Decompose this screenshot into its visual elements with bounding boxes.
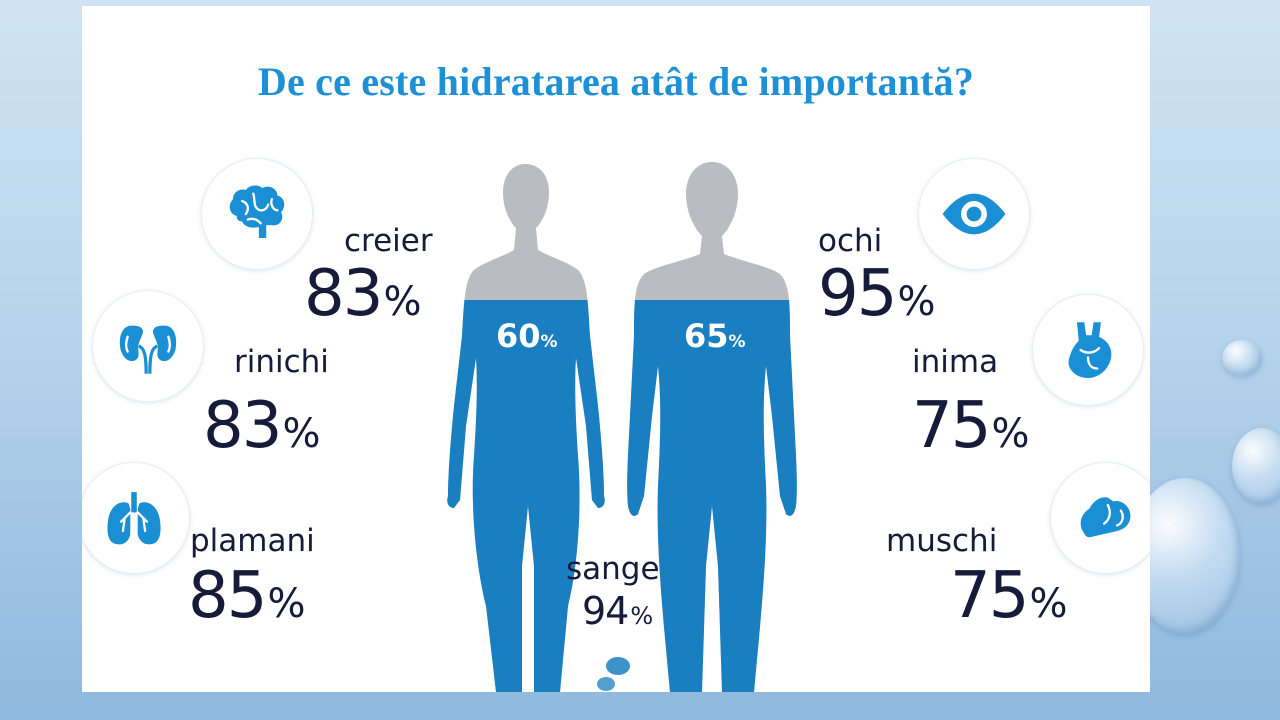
heart-icon — [1068, 322, 1112, 379]
heart-icon-circle — [1032, 294, 1144, 406]
rinichi-label: rinichi — [234, 344, 329, 380]
male-water-percent: 65% — [684, 317, 746, 355]
muscle-icon — [1080, 497, 1131, 538]
body-silhouettes — [447, 162, 797, 692]
rinichi-percent: 83% — [203, 389, 321, 463]
plamani-percent: 85% — [188, 559, 306, 633]
creier-label: creier — [344, 223, 433, 259]
eye-icon — [942, 193, 1006, 235]
ochi-percent: 95% — [818, 257, 936, 331]
plamani-label: plamani — [190, 523, 315, 559]
creier-percent: 83% — [304, 257, 422, 331]
sange-label: sange — [566, 551, 660, 587]
kidneys-icon — [119, 325, 177, 374]
eye-icon-circle — [918, 158, 1030, 270]
brain-icon-circle — [201, 158, 313, 270]
inima-percent: 75% — [912, 389, 1030, 463]
lungs-icon-circle — [82, 462, 190, 574]
muschi-percent: 75% — [950, 559, 1068, 633]
brain-icon — [229, 185, 285, 239]
inima-label: inima — [912, 344, 999, 380]
female-water-percent: 60% — [496, 317, 558, 355]
lungs-icon — [107, 492, 161, 545]
slide-title: De ce este hidratarea atât de importantă… — [257, 59, 975, 104]
ochi-label: ochi — [818, 223, 883, 259]
bubble-decoration — [1222, 340, 1262, 376]
kidneys-icon-circle — [92, 290, 204, 402]
bubble-decoration — [1232, 428, 1280, 504]
muscle-icon-circle — [1050, 462, 1150, 574]
slide: De ce este hidratarea atât de importantă… — [82, 6, 1150, 692]
muschi-label: muschi — [886, 523, 998, 559]
sange-percent: 94% — [582, 589, 654, 633]
